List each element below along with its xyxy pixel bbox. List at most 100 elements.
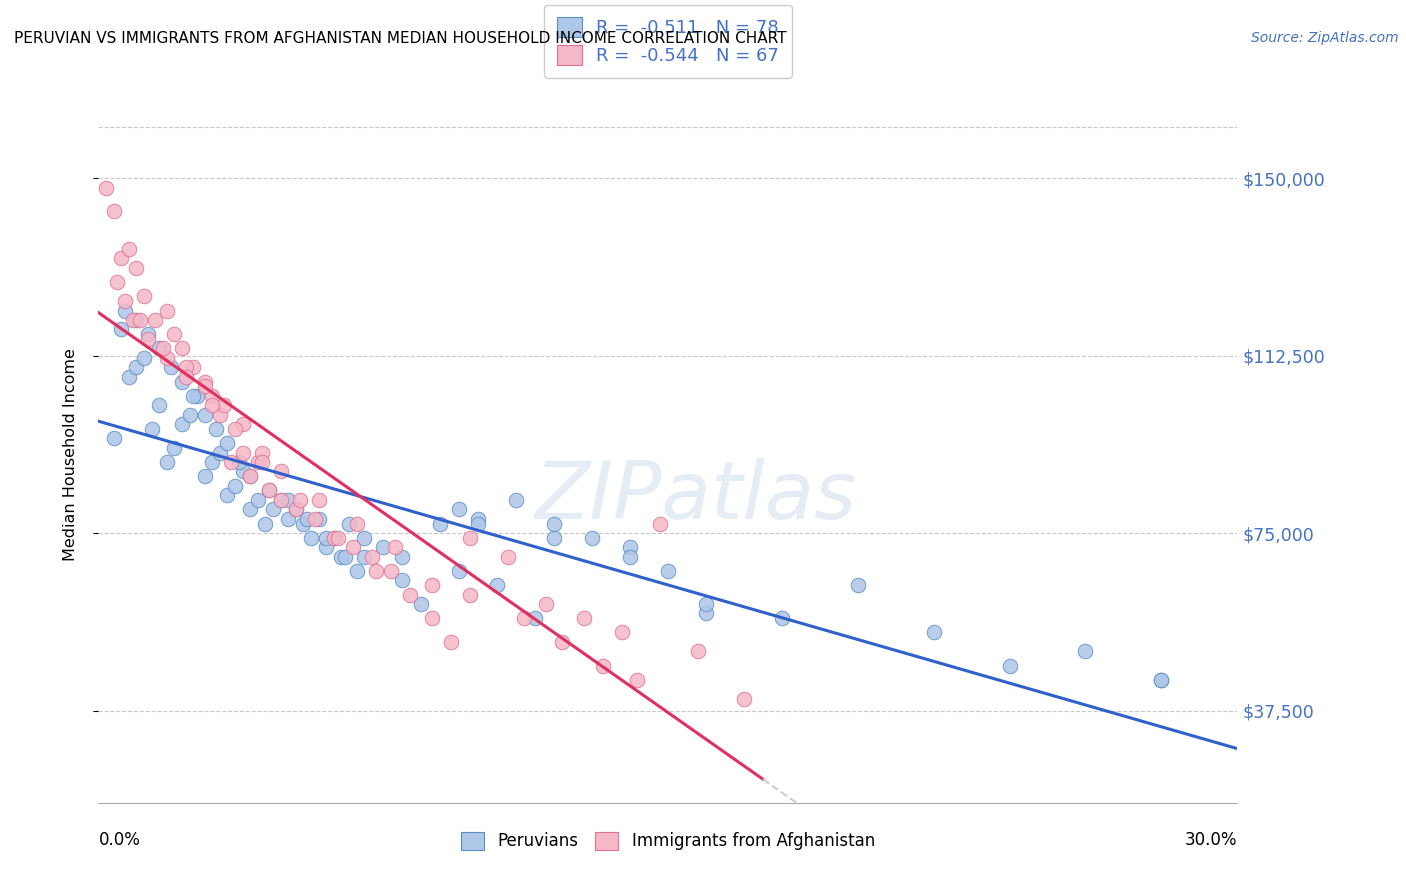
Point (163, 327, 186, 342)
Point (259, 483, 281, 498)
Point (574, 611, 596, 625)
Point (194, 469, 217, 483)
Point (205, 422, 228, 436)
Point (512, 611, 534, 625)
Point (284, 502, 307, 516)
Point (201, 398, 224, 412)
Point (505, 492, 527, 507)
Point (114, 294, 136, 309)
Point (148, 342, 170, 356)
Point (353, 531, 375, 545)
Point (118, 242, 141, 256)
Point (186, 389, 208, 403)
Point (232, 445, 254, 459)
Point (364, 564, 387, 578)
Point (1150, 673, 1173, 687)
Point (326, 531, 349, 545)
Point (581, 531, 603, 545)
Point (170, 375, 193, 389)
Point (330, 549, 353, 564)
Point (212, 398, 235, 412)
Point (156, 303, 179, 318)
Point (270, 492, 292, 507)
Point (208, 408, 231, 422)
Point (179, 408, 201, 422)
Point (695, 597, 717, 611)
Point (391, 549, 413, 564)
Point (467, 512, 489, 526)
Point (201, 389, 224, 403)
Text: ZIPatlas: ZIPatlas (536, 458, 858, 536)
Point (335, 549, 357, 564)
Point (422, 578, 444, 592)
Point (174, 360, 197, 375)
Point (232, 417, 254, 432)
Point (121, 313, 143, 327)
Text: 30.0%: 30.0% (1185, 830, 1237, 848)
Point (619, 549, 641, 564)
Point (125, 360, 148, 375)
Point (626, 673, 648, 687)
Point (342, 540, 364, 554)
Point (922, 625, 945, 640)
Point (550, 635, 572, 649)
Point (998, 658, 1021, 673)
Point (429, 516, 451, 531)
Point (650, 516, 672, 531)
Point (159, 360, 181, 375)
Point (201, 455, 224, 469)
Point (288, 492, 311, 507)
Point (145, 313, 167, 327)
Point (1074, 644, 1097, 658)
Point (183, 389, 205, 403)
Point (449, 502, 471, 516)
Point (224, 422, 246, 436)
Point (360, 549, 382, 564)
Point (270, 492, 292, 507)
Point (315, 531, 337, 545)
Point (239, 469, 262, 483)
Point (353, 549, 375, 564)
Point (543, 516, 565, 531)
Point (308, 512, 330, 526)
Point (224, 478, 246, 492)
Point (1150, 673, 1173, 687)
Point (183, 360, 205, 375)
Point (217, 436, 239, 450)
Point (132, 351, 155, 365)
Point (262, 502, 284, 516)
Point (110, 252, 132, 266)
Point (277, 492, 299, 507)
Point (380, 564, 402, 578)
Point (284, 502, 307, 516)
Point (194, 408, 217, 422)
Point (346, 564, 368, 578)
Point (308, 492, 330, 507)
Point (228, 455, 250, 469)
Point (440, 635, 463, 649)
Point (103, 204, 125, 219)
Point (103, 431, 125, 445)
Point (132, 289, 155, 303)
Point (619, 540, 641, 554)
Point (194, 379, 217, 393)
Point (152, 342, 174, 356)
Point (688, 644, 710, 658)
Point (232, 465, 254, 479)
Point (259, 483, 281, 498)
Point (170, 342, 193, 356)
Point (322, 531, 344, 545)
Point (156, 351, 179, 365)
Point (304, 512, 326, 526)
Point (277, 512, 299, 526)
Point (141, 422, 163, 436)
Point (254, 516, 277, 531)
Point (163, 441, 186, 455)
Point (221, 455, 243, 469)
Point (297, 512, 319, 526)
Point (449, 564, 471, 578)
Point (536, 597, 558, 611)
Point (246, 492, 269, 507)
Point (250, 455, 273, 469)
Point (129, 313, 152, 327)
